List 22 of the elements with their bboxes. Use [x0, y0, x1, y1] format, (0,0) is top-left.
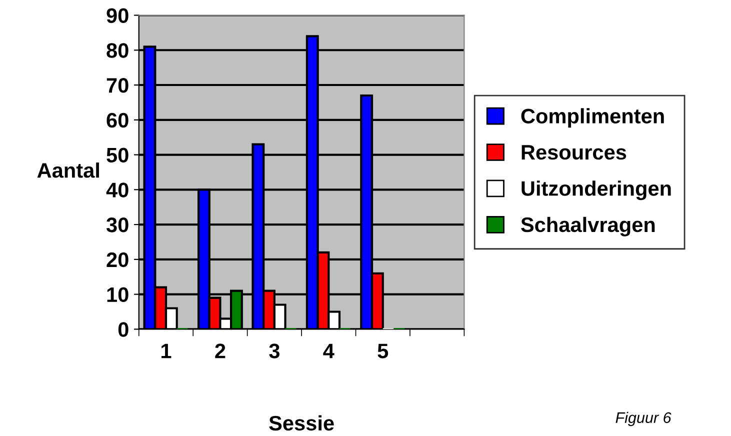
y-tick-label: 20	[106, 252, 128, 268]
x-tick-label: 2	[215, 344, 226, 358]
text: Figuur 6	[616, 412, 672, 426]
x-tick-label: 5	[378, 344, 388, 358]
y-axis-title: Aantal	[37, 162, 99, 178]
x-axis-title: Sessie	[269, 415, 334, 431]
y-tick-label: 40	[106, 182, 128, 198]
x-tick-label: 1	[162, 344, 172, 358]
x-tick-label: 3	[269, 344, 280, 358]
x-tick-label: 4	[323, 344, 334, 358]
legend-label: Complimenten	[521, 108, 664, 128]
y-tick-label: 70	[106, 78, 128, 93]
y-tick-label: 90	[106, 8, 128, 24]
y-tick-label: 60	[106, 112, 128, 128]
y-tick-label: 80	[106, 43, 128, 58]
y-tick-label: 0	[118, 322, 128, 337]
y-tick-label: 10	[107, 287, 128, 302]
legend-label: Uitzonderingen	[522, 180, 671, 200]
legend-label: Schaalvragen	[521, 216, 655, 236]
y-tick-label: 50	[106, 148, 128, 163]
y-tick-label: 30	[106, 218, 128, 232]
legend-label: Resources	[522, 145, 626, 160]
